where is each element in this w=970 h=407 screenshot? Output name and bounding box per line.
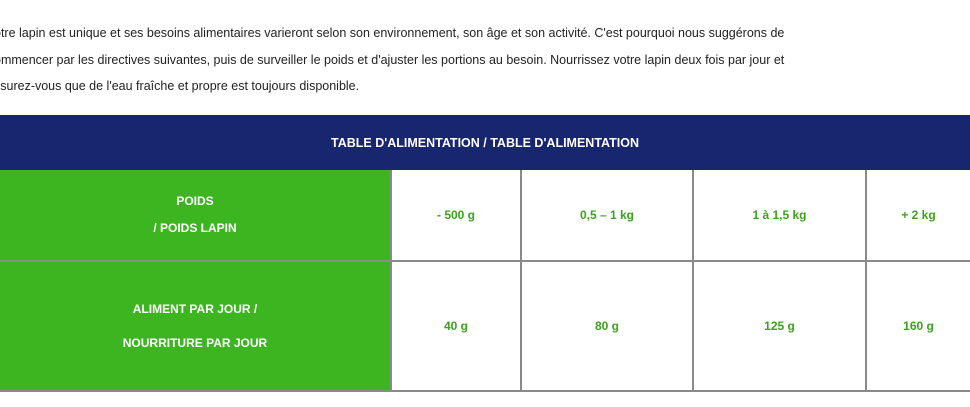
table-cell: + 2 kg (865, 170, 970, 260)
table-cell: 160 g (865, 262, 970, 390)
table-cell: 125 g (692, 262, 865, 390)
table-title: TABLE D'ALIMENTATION / TABLE D'ALIMENTAT… (0, 115, 970, 170)
intro-line: ommencer par les directives suivantes, p… (0, 52, 785, 67)
label-line: ALIMENT PAR JOUR / (132, 302, 258, 316)
label-line: POIDS (176, 194, 214, 208)
table-cell: 40 g (390, 262, 520, 390)
label-line: / POIDS LAPIN (153, 221, 237, 235)
table-cell: 1 à 1,5 kg (692, 170, 865, 260)
table-cell: 0,5 – 1 kg (520, 170, 692, 260)
table-cell: 80 g (520, 262, 692, 390)
table-row: POIDS / POIDS LAPIN - 500 g 0,5 – 1 kg 1… (0, 170, 970, 262)
intro-line: ssurez-vous que de l'eau fraîche et prop… (0, 79, 360, 93)
row-label-weight: POIDS / POIDS LAPIN (0, 170, 390, 260)
intro-paragraph: otre lapin est unique et ses besoins ali… (0, 20, 970, 100)
intro-line: otre lapin est unique et ses besoins ali… (0, 26, 785, 40)
row-label-food: ALIMENT PAR JOUR / NOURRITURE PAR JOUR (0, 262, 390, 390)
table-row: ALIMENT PAR JOUR / NOURRITURE PAR JOUR 4… (0, 262, 970, 392)
label-line: NOURRITURE PAR JOUR (122, 336, 268, 350)
feeding-table: TABLE D'ALIMENTATION / TABLE D'ALIMENTAT… (0, 115, 970, 392)
table-cell: - 500 g (390, 170, 520, 260)
